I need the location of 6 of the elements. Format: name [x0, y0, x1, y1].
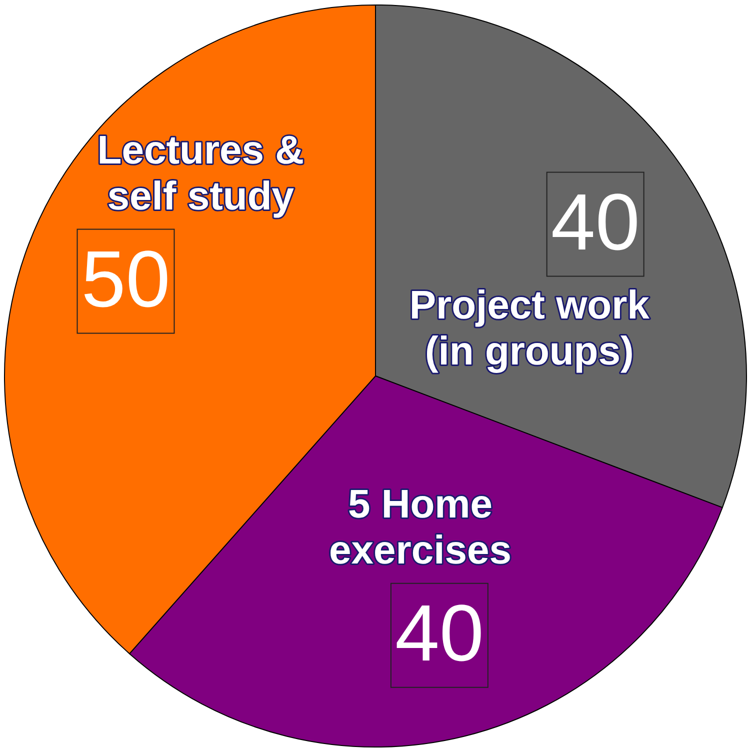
slice-label: Lectures & self study: [97, 128, 304, 218]
data-label: 40: [394, 588, 484, 678]
data-label: 40: [550, 177, 640, 266]
slice-label: 5 Home exercises: [329, 482, 512, 572]
slice-label: Project work (in groups): [409, 283, 650, 374]
data-label: 50: [81, 234, 170, 324]
